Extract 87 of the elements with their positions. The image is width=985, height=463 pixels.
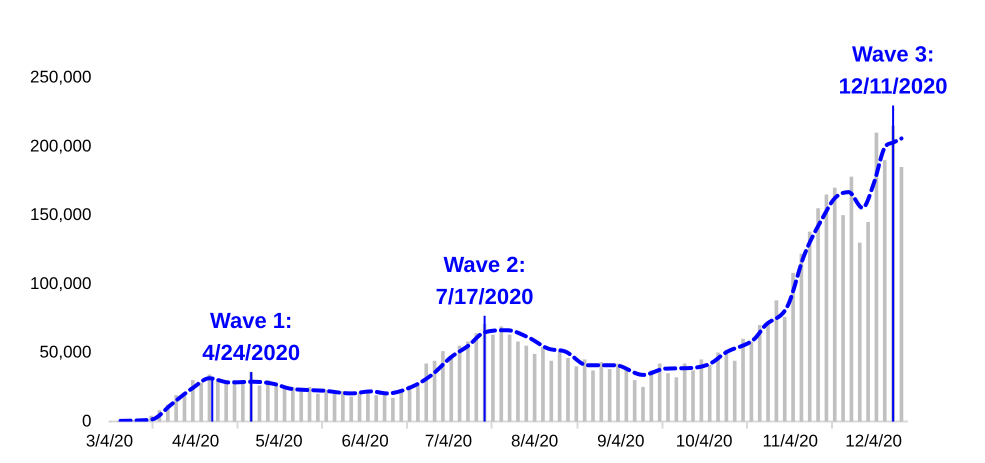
bar (299, 391, 304, 422)
bar (782, 316, 787, 422)
y-tick-label: 250,000 (30, 68, 92, 87)
bar (900, 167, 904, 422)
bar (750, 342, 754, 422)
bar (516, 342, 520, 422)
bar (632, 380, 636, 422)
bar (774, 300, 778, 422)
bar (349, 396, 354, 422)
bar (324, 390, 328, 422)
x-tick-label: 6/4/20 (341, 431, 389, 450)
bar (199, 382, 203, 422)
bar (258, 386, 262, 422)
bar (274, 384, 278, 422)
y-tick-label: 50,000 (39, 342, 92, 362)
bar (841, 215, 845, 422)
bar (374, 395, 378, 422)
bar (391, 398, 395, 422)
bar (532, 354, 536, 422)
bar (449, 358, 454, 422)
x-tick-label: 4/4/20 (172, 431, 220, 450)
y-tick-label: 150,000 (30, 205, 92, 224)
annotation: Wave 1: 4/24/2020 (202, 308, 300, 366)
bar (608, 369, 612, 422)
bar (591, 370, 595, 422)
bar (791, 272, 795, 422)
bar (316, 394, 320, 422)
bar (232, 380, 236, 422)
bar (732, 360, 737, 422)
bar (241, 382, 245, 422)
annotation: Wave 2: 7/17/2020 (436, 252, 534, 309)
bar (824, 194, 828, 422)
bar (382, 394, 386, 422)
bar (882, 160, 887, 422)
x-tick-label: 9/4/20 (597, 431, 644, 450)
bar (458, 346, 462, 422)
bar (508, 334, 512, 422)
bar (674, 377, 678, 422)
bar (491, 334, 495, 422)
bar (432, 360, 436, 422)
bar (616, 364, 620, 422)
annotation: Wave 3: 12/11/2020 (838, 41, 948, 98)
x-tick-label: 10/4/20 (676, 431, 733, 450)
x-tick-label: 11/4/20 (762, 431, 818, 450)
bar (716, 352, 720, 422)
x-tick-label: 8/4/20 (510, 431, 558, 450)
bar (208, 374, 212, 422)
bar (524, 346, 528, 422)
bar (800, 254, 804, 422)
x-tick-label: 7/4/20 (424, 431, 472, 450)
y-tick-label: 0 (82, 411, 92, 430)
bar (874, 132, 878, 422)
bar (466, 342, 470, 422)
bar (541, 347, 545, 422)
bar (341, 391, 345, 422)
bar (358, 392, 362, 422)
bar (666, 373, 670, 422)
bar (858, 242, 862, 422)
bar (816, 208, 820, 422)
bar (832, 188, 837, 422)
x-tick-label: 5/4/20 (255, 431, 303, 450)
y-tick-label: 200,000 (30, 136, 92, 156)
bar (308, 386, 312, 422)
bar (866, 222, 870, 422)
bar (758, 325, 762, 422)
bar (599, 362, 604, 422)
bar (549, 360, 554, 422)
bar (558, 351, 562, 422)
x-tick-label: 3/4/20 (86, 431, 134, 450)
bar (708, 364, 712, 422)
x-tick-label: 12/4/20 (845, 431, 902, 450)
bar (574, 366, 578, 422)
bar (766, 322, 770, 422)
bar (850, 176, 854, 422)
bar (741, 338, 745, 422)
y-tick-label: 100,000 (30, 274, 92, 293)
bar (808, 232, 812, 422)
bar (441, 351, 445, 422)
bar (658, 364, 662, 422)
bar (282, 388, 286, 422)
bar (499, 326, 504, 422)
bar (724, 350, 728, 422)
bar (691, 370, 695, 422)
bar (582, 359, 586, 422)
bar (641, 386, 645, 422)
bar (566, 358, 570, 422)
bar (332, 392, 336, 422)
